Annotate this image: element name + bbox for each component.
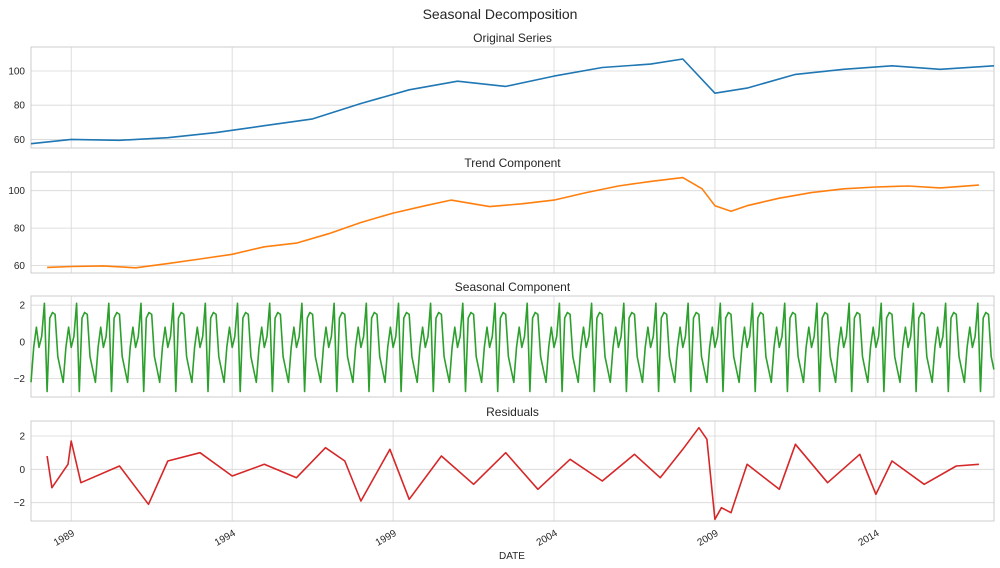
panel-1: 60 80 100 Original Series — [8, 31, 995, 149]
series-line — [47, 176, 979, 269]
x-tick-label: 2004 — [535, 528, 560, 549]
y-tick-label: −2 — [14, 498, 26, 509]
y-tick-label: 100 — [8, 186, 25, 197]
panel-4: −2 0 2 Residuals — [14, 405, 995, 522]
y-tick-label: 2 — [19, 301, 25, 312]
panel-frame — [30, 420, 995, 522]
panel-title: Residuals — [486, 405, 539, 419]
y-tick-label: 0 — [19, 337, 25, 348]
y-tick-label: 2 — [19, 432, 25, 443]
y-tick-label: −2 — [14, 374, 26, 385]
panel-frame — [30, 171, 995, 274]
x-tick-label: 2014 — [857, 528, 882, 549]
y-tick-label: 60 — [14, 261, 26, 272]
panel-3: −2 0 2 Seasonal Component — [14, 280, 995, 398]
y-tick-label: 0 — [19, 465, 25, 476]
series-line — [30, 58, 995, 145]
figure-title: Seasonal Decomposition — [423, 6, 578, 22]
panel-title: Original Series — [473, 31, 552, 45]
x-axis-label: DATE — [499, 551, 525, 562]
panel-2: 60 80 100 Trend Component — [8, 156, 995, 274]
y-tick-label: 80 — [14, 224, 26, 235]
x-tick-label: 1989 — [52, 528, 77, 549]
y-tick-label: 60 — [14, 135, 26, 146]
x-tick-label: 1994 — [213, 528, 238, 549]
panel-title: Trend Component — [464, 156, 561, 170]
series-line — [46, 426, 979, 521]
y-tick-label: 80 — [14, 101, 26, 112]
x-tick-label: 1999 — [374, 528, 399, 549]
x-tick-label: 2009 — [696, 528, 721, 549]
panel-frame — [30, 46, 995, 149]
panel-frame — [30, 295, 995, 398]
series-line — [30, 302, 995, 393]
panel-title: Seasonal Component — [455, 280, 571, 294]
y-tick-label: 100 — [8, 66, 25, 77]
